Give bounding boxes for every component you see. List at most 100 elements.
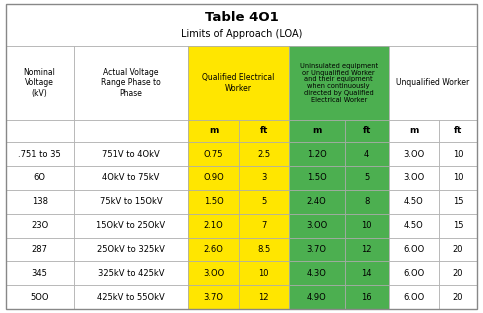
Text: 20: 20 xyxy=(453,293,463,302)
Text: Qualified Electrical
Worker: Qualified Electrical Worker xyxy=(202,73,275,93)
Bar xyxy=(389,120,439,142)
Text: 20: 20 xyxy=(453,269,463,278)
Bar xyxy=(188,285,239,309)
Bar xyxy=(6,261,73,285)
Text: Unqualified Worker: Unqualified Worker xyxy=(397,78,469,87)
Bar xyxy=(239,238,289,261)
Text: 1.2O: 1.2O xyxy=(307,150,327,159)
Text: ft: ft xyxy=(259,126,268,135)
Bar xyxy=(439,190,477,214)
Text: 425kV to 55OkV: 425kV to 55OkV xyxy=(97,293,165,302)
Bar xyxy=(289,214,345,238)
Bar xyxy=(345,142,389,166)
Text: 4.5O: 4.5O xyxy=(404,221,424,230)
Text: 15OkV to 25OkV: 15OkV to 25OkV xyxy=(97,221,166,230)
Text: 4.3O: 4.3O xyxy=(307,269,327,278)
Text: 20: 20 xyxy=(453,245,463,254)
Text: 4.5O: 4.5O xyxy=(404,197,424,206)
Text: 3.OO: 3.OO xyxy=(306,221,327,230)
Bar xyxy=(6,46,73,120)
Bar xyxy=(239,166,289,190)
Text: O.75: O.75 xyxy=(204,150,223,159)
Text: 1.5O: 1.5O xyxy=(204,197,223,206)
Text: 4: 4 xyxy=(364,150,369,159)
Bar xyxy=(389,166,439,190)
Text: 345: 345 xyxy=(32,269,48,278)
Bar xyxy=(389,190,439,214)
Text: .751 to 35: .751 to 35 xyxy=(18,150,61,159)
Bar xyxy=(188,142,239,166)
Text: 1.5O: 1.5O xyxy=(307,173,327,182)
Text: 6.OO: 6.OO xyxy=(403,245,425,254)
Text: ft: ft xyxy=(454,126,462,135)
Bar xyxy=(73,214,188,238)
Text: Nominal
Voltage
(kV): Nominal Voltage (kV) xyxy=(24,68,56,98)
Text: 6O: 6O xyxy=(34,173,46,182)
Bar xyxy=(389,142,439,166)
Bar xyxy=(289,238,345,261)
Bar xyxy=(439,285,477,309)
Text: Limits of Approach (LOA): Limits of Approach (LOA) xyxy=(181,29,302,39)
Text: 3: 3 xyxy=(261,173,266,182)
Bar xyxy=(239,120,289,142)
Text: 10: 10 xyxy=(453,173,463,182)
Text: 3.OO: 3.OO xyxy=(403,150,425,159)
Text: 3.7O: 3.7O xyxy=(203,293,224,302)
Text: 25OkV to 325kV: 25OkV to 325kV xyxy=(97,245,165,254)
Text: Uninsulated equipment
or Unqualified Worker
and their equipment
when continuousl: Uninsulated equipment or Unqualified Wor… xyxy=(299,63,378,103)
Text: 7: 7 xyxy=(261,221,266,230)
Bar xyxy=(73,190,188,214)
Bar xyxy=(345,238,389,261)
Bar xyxy=(345,120,389,142)
Text: m: m xyxy=(409,126,419,135)
Bar xyxy=(6,190,73,214)
Bar xyxy=(188,166,239,190)
Text: 4.9O: 4.9O xyxy=(307,293,327,302)
Bar xyxy=(345,285,389,309)
Text: 5OO: 5OO xyxy=(30,293,49,302)
Text: 3.7O: 3.7O xyxy=(307,245,327,254)
Bar xyxy=(389,238,439,261)
Text: 23O: 23O xyxy=(31,221,48,230)
Text: 15: 15 xyxy=(453,221,463,230)
Bar xyxy=(289,120,345,142)
Text: m: m xyxy=(312,126,321,135)
Bar xyxy=(188,238,239,261)
Bar xyxy=(239,214,289,238)
Text: 138: 138 xyxy=(32,197,48,206)
Bar xyxy=(73,285,188,309)
Text: 2.1O: 2.1O xyxy=(204,221,223,230)
Text: 287: 287 xyxy=(32,245,48,254)
Text: 15: 15 xyxy=(453,197,463,206)
Bar xyxy=(6,166,73,190)
Bar xyxy=(389,214,439,238)
Text: 6.OO: 6.OO xyxy=(403,269,425,278)
Text: O.9O: O.9O xyxy=(203,173,224,182)
Bar xyxy=(188,214,239,238)
Bar xyxy=(389,285,439,309)
Text: 5: 5 xyxy=(261,197,266,206)
Text: 16: 16 xyxy=(361,293,372,302)
Text: 12: 12 xyxy=(361,245,372,254)
Text: 5: 5 xyxy=(364,173,369,182)
Bar xyxy=(188,46,289,120)
Text: 2.5: 2.5 xyxy=(257,150,270,159)
Bar xyxy=(6,238,73,261)
Bar xyxy=(289,261,345,285)
Text: m: m xyxy=(209,126,218,135)
Bar xyxy=(345,166,389,190)
Bar xyxy=(439,166,477,190)
Bar xyxy=(188,261,239,285)
Bar xyxy=(289,285,345,309)
Bar xyxy=(439,238,477,261)
Bar xyxy=(345,190,389,214)
Text: 10: 10 xyxy=(361,221,372,230)
Text: 12: 12 xyxy=(258,293,269,302)
Text: 8: 8 xyxy=(364,197,369,206)
Bar xyxy=(6,285,73,309)
Bar xyxy=(289,46,389,120)
Text: 10: 10 xyxy=(453,150,463,159)
Bar xyxy=(73,238,188,261)
Bar xyxy=(239,190,289,214)
Text: ft: ft xyxy=(363,126,371,135)
